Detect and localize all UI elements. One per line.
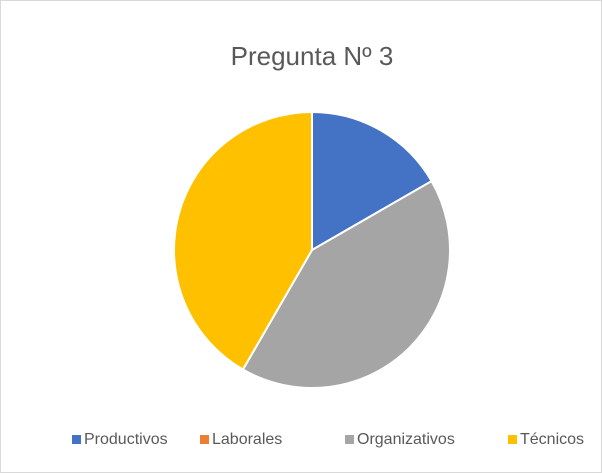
legend-swatch xyxy=(345,435,354,444)
legend-swatch xyxy=(200,435,209,444)
legend-label: Técnicos xyxy=(520,431,584,448)
legend-swatch xyxy=(508,435,517,444)
pie-slice xyxy=(311,110,433,252)
legend-label: Organizativos xyxy=(357,431,455,448)
legend-label: Productivos xyxy=(84,431,168,448)
legend-label: Laborales xyxy=(212,431,282,448)
pie-slice xyxy=(173,110,313,371)
pie-slice xyxy=(241,179,451,389)
chart-title: Pregunta Nº 3 xyxy=(231,41,394,71)
legend-swatch xyxy=(72,435,81,444)
